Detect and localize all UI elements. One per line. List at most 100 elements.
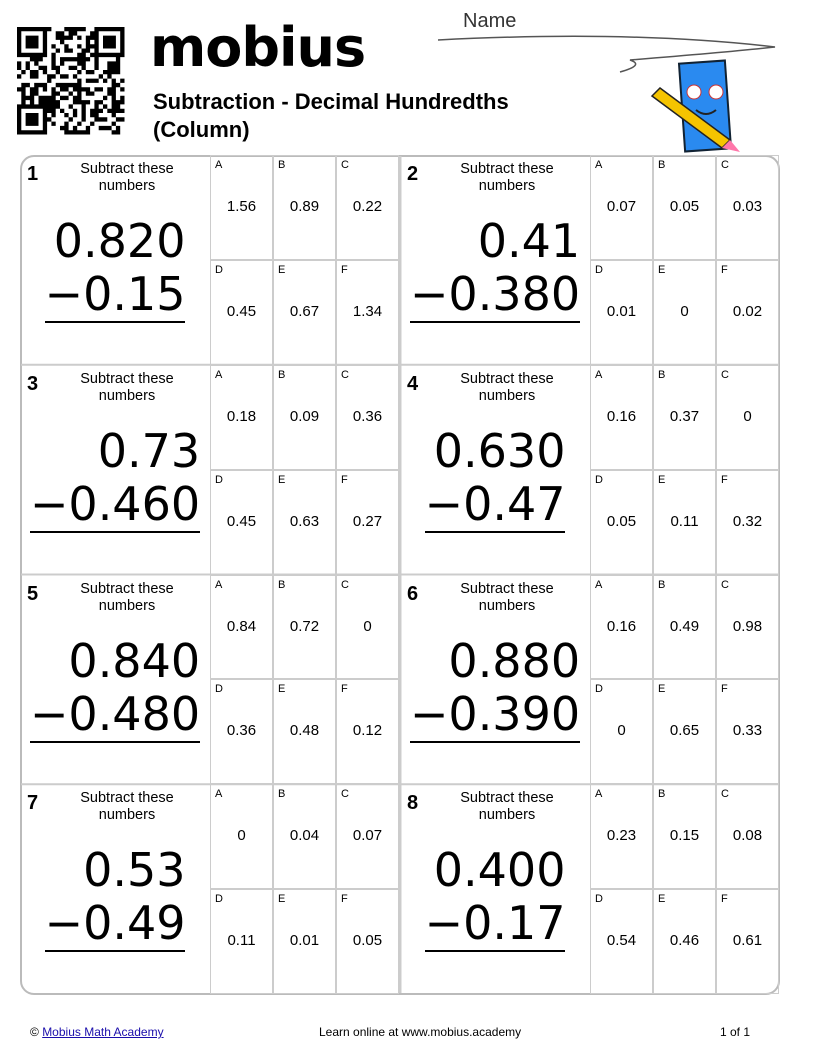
answer-option[interactable]: D 0.36: [210, 679, 273, 785]
qr-code: [17, 27, 125, 135]
option-letter: A: [215, 578, 223, 591]
option-value: 0.49: [669, 617, 700, 635]
answer-option[interactable]: C 0.36: [336, 364, 399, 470]
option-letter: B: [658, 578, 666, 591]
answer-option[interactable]: F 1.34: [336, 259, 399, 365]
subtrahend-row: −0.390: [410, 686, 581, 741]
answer-option[interactable]: F 0.27: [336, 469, 399, 575]
arith-wrap: 0.820 −0.15: [20, 215, 210, 323]
option-value: 0.33: [732, 722, 763, 740]
answer-option[interactable]: A 0.16: [590, 364, 653, 470]
answer-option[interactable]: A 0.07: [590, 155, 653, 260]
option-value: 0.23: [606, 827, 637, 845]
option-letter: D: [215, 893, 223, 906]
answer-option[interactable]: D 0.54: [590, 889, 653, 994]
option-letter: A: [215, 368, 223, 381]
subtrahend: 0.380: [448, 267, 581, 321]
minus-sign: −: [44, 267, 84, 321]
answer-option[interactable]: B 0.89: [273, 155, 336, 260]
answer-option[interactable]: D 0.45: [210, 259, 273, 365]
answer-option[interactable]: E 0.48: [273, 679, 336, 785]
instruction: Subtract these numbers: [80, 161, 174, 194]
option-value: 0.01: [289, 932, 320, 950]
answer-option[interactable]: B 0.15: [653, 784, 716, 890]
answer-option[interactable]: E 0.65: [653, 679, 716, 785]
column-sum: 0.820 −0.15: [44, 214, 186, 323]
answer-option[interactable]: E 0.46: [653, 889, 716, 994]
answer-option[interactable]: F 0.12: [336, 679, 399, 785]
academy-link[interactable]: Mobius Math Academy: [42, 1025, 164, 1039]
answer-option[interactable]: A 0.84: [210, 574, 273, 680]
answer-option[interactable]: E 0.67: [273, 259, 336, 365]
option-letter: D: [595, 263, 603, 276]
answer-option[interactable]: E 0.11: [653, 469, 716, 575]
answer-option[interactable]: A 1.56: [210, 155, 273, 260]
arith-wrap: 0.880 −0.390: [400, 633, 590, 743]
option-value: 1.56: [226, 198, 257, 215]
option-letter: C: [341, 578, 349, 591]
option-letter: B: [278, 368, 286, 381]
answer-option[interactable]: C 0.07: [336, 784, 399, 890]
option-letter: C: [721, 368, 729, 381]
option-letter: F: [341, 893, 348, 906]
answer-option[interactable]: C 0.03: [716, 155, 779, 260]
answer-option[interactable]: D 0.05: [590, 469, 653, 575]
answer-option[interactable]: A 0.23: [590, 784, 653, 890]
page-number: 1 of 1: [720, 1025, 751, 1039]
column-sum: 0.840 −0.480: [29, 634, 201, 743]
answer-option[interactable]: D 0.45: [210, 469, 273, 575]
option-value: 0.12: [352, 722, 383, 740]
option-letter: D: [215, 473, 223, 486]
subtrahend: 0.390: [448, 686, 581, 741]
minuend: 0.400: [433, 843, 566, 898]
option-value: 0: [743, 407, 752, 425]
minuend: 0.880: [448, 633, 581, 688]
option-value: 0.07: [352, 827, 383, 845]
answer-option[interactable]: F 0.02: [716, 259, 779, 365]
answer-option[interactable]: C 0.08: [716, 784, 779, 890]
answer-option[interactable]: A 0.18: [210, 364, 273, 470]
arith-wrap: 0.53 −0.49: [20, 844, 210, 953]
option-letter: D: [595, 473, 603, 486]
answer-option[interactable]: B 0.49: [653, 574, 716, 680]
option-value: 0.09: [289, 407, 320, 425]
answer-option[interactable]: F 0.32: [716, 469, 779, 575]
option-letter: A: [215, 159, 223, 171]
answer-option[interactable]: E 0.01: [273, 889, 336, 994]
answer-option[interactable]: C 0.98: [716, 574, 779, 680]
answer-option[interactable]: F 0.61: [716, 889, 779, 994]
option-letter: E: [658, 683, 666, 696]
answer-option[interactable]: F 0.33: [716, 679, 779, 785]
option-letter: A: [595, 578, 603, 591]
instruction: Subtract these numbers: [460, 790, 554, 824]
answer-option[interactable]: C 0.22: [336, 155, 399, 260]
answer-option[interactable]: B 0.04: [273, 784, 336, 890]
answer-option[interactable]: B 0.05: [653, 155, 716, 260]
answer-option[interactable]: A 0.16: [590, 574, 653, 680]
answer-option[interactable]: D 0.01: [590, 259, 653, 365]
answer-option[interactable]: B 0.37: [653, 364, 716, 470]
option-letter: E: [278, 473, 286, 486]
footer-left: © Mobius Math Academy: [30, 1025, 164, 1039]
minuend: 0.820: [53, 214, 186, 268]
arith-wrap: 0.840 −0.480: [20, 634, 210, 743]
option-value: 0.45: [226, 512, 257, 530]
option-value: 0.48: [289, 722, 320, 740]
answer-option[interactable]: B 0.72: [273, 574, 336, 680]
answer-option[interactable]: D 0.11: [210, 889, 273, 994]
option-value: 0: [237, 827, 246, 845]
option-letter: F: [721, 683, 728, 696]
option-letter: D: [595, 683, 603, 696]
subtrahend-row: −0.460: [30, 477, 200, 531]
copyright: ©: [30, 1025, 39, 1039]
arith-wrap: 0.630 −0.47: [400, 424, 590, 533]
minus-sign: −: [44, 896, 84, 951]
answer-option[interactable]: E 0.63: [273, 469, 336, 575]
answer-option[interactable]: B 0.09: [273, 364, 336, 470]
answer-option[interactable]: F 0.05: [336, 889, 399, 994]
